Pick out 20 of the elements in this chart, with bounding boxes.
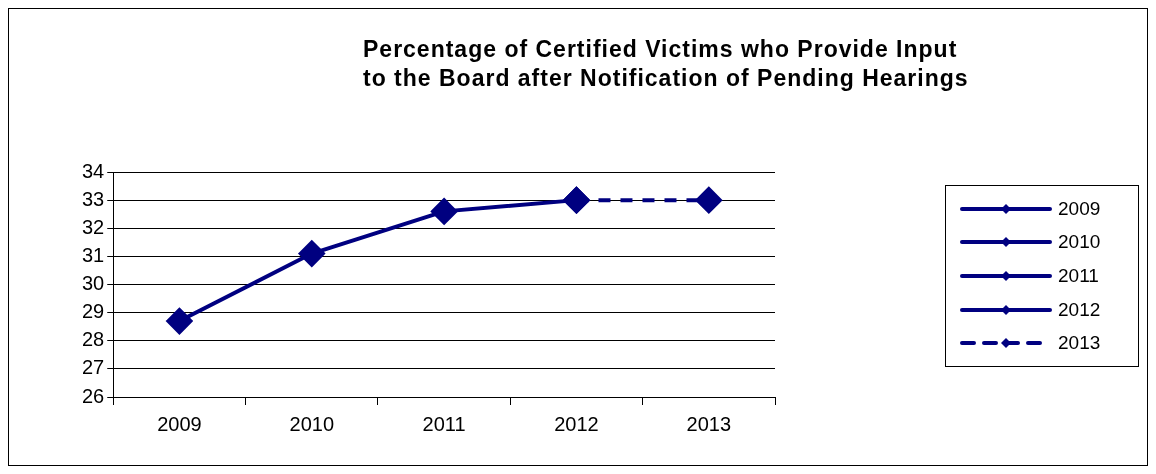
y-tick-label: 29	[82, 300, 105, 323]
chart-title: Percentage of Certified Victims who Provide Input to the Board after Notification of Pending Hearings	[363, 35, 969, 93]
y-tick-label: 31	[82, 243, 105, 266]
category-label: 2012	[1058, 298, 1101, 320]
y-tick-label: 30	[82, 272, 105, 295]
category-label: 2009	[1058, 197, 1101, 219]
x-tick-label: 2013	[686, 412, 732, 435]
x-tick-label: 2009	[157, 412, 202, 435]
category-label: 2013	[1058, 332, 1101, 354]
y-tick-label: 32	[82, 215, 105, 238]
x-tick-label: 2010	[289, 412, 335, 435]
y-tick-label: 34	[82, 159, 105, 182]
x-tick-label: 2011	[422, 412, 466, 435]
x-tick-label: 2012	[554, 412, 599, 435]
y-tick-label: 28	[82, 328, 105, 351]
y-tick-label: 33	[82, 187, 105, 210]
y-tick-label: 26	[82, 384, 105, 407]
y-tick-label: 27	[82, 356, 105, 379]
category-label: 2011	[1058, 264, 1099, 286]
category-label: 2010	[1058, 231, 1101, 253]
